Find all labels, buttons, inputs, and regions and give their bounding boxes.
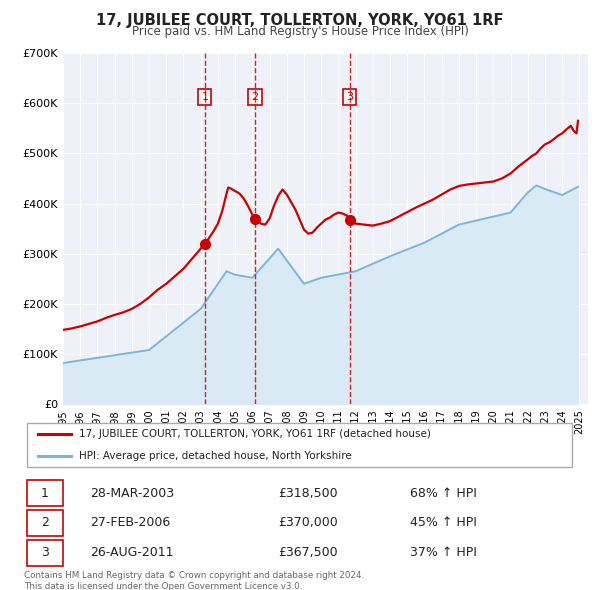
- Text: 45% ↑ HPI: 45% ↑ HPI: [410, 516, 477, 529]
- FancyBboxPatch shape: [27, 422, 572, 467]
- Text: Contains HM Land Registry data © Crown copyright and database right 2024.
This d: Contains HM Land Registry data © Crown c…: [24, 571, 364, 590]
- Text: 1: 1: [202, 92, 208, 102]
- FancyBboxPatch shape: [27, 540, 62, 566]
- FancyBboxPatch shape: [27, 510, 62, 536]
- Text: 28-MAR-2003: 28-MAR-2003: [90, 487, 175, 500]
- Text: 2: 2: [41, 516, 49, 529]
- Text: 3: 3: [41, 546, 49, 559]
- Text: £370,000: £370,000: [278, 516, 338, 529]
- Text: 17, JUBILEE COURT, TOLLERTON, YORK, YO61 1RF: 17, JUBILEE COURT, TOLLERTON, YORK, YO61…: [96, 13, 504, 28]
- Text: 27-FEB-2006: 27-FEB-2006: [90, 516, 170, 529]
- Text: 17, JUBILEE COURT, TOLLERTON, YORK, YO61 1RF (detached house): 17, JUBILEE COURT, TOLLERTON, YORK, YO61…: [79, 429, 431, 439]
- Text: 3: 3: [346, 92, 353, 102]
- Text: 37% ↑ HPI: 37% ↑ HPI: [410, 546, 477, 559]
- Text: Price paid vs. HM Land Registry's House Price Index (HPI): Price paid vs. HM Land Registry's House …: [131, 25, 469, 38]
- Text: 2: 2: [251, 92, 259, 102]
- Text: £367,500: £367,500: [278, 546, 338, 559]
- Text: HPI: Average price, detached house, North Yorkshire: HPI: Average price, detached house, Nort…: [79, 451, 352, 461]
- Text: £318,500: £318,500: [278, 487, 338, 500]
- Text: 1: 1: [41, 487, 49, 500]
- FancyBboxPatch shape: [27, 480, 62, 506]
- Text: 68% ↑ HPI: 68% ↑ HPI: [410, 487, 477, 500]
- Text: 26-AUG-2011: 26-AUG-2011: [90, 546, 174, 559]
